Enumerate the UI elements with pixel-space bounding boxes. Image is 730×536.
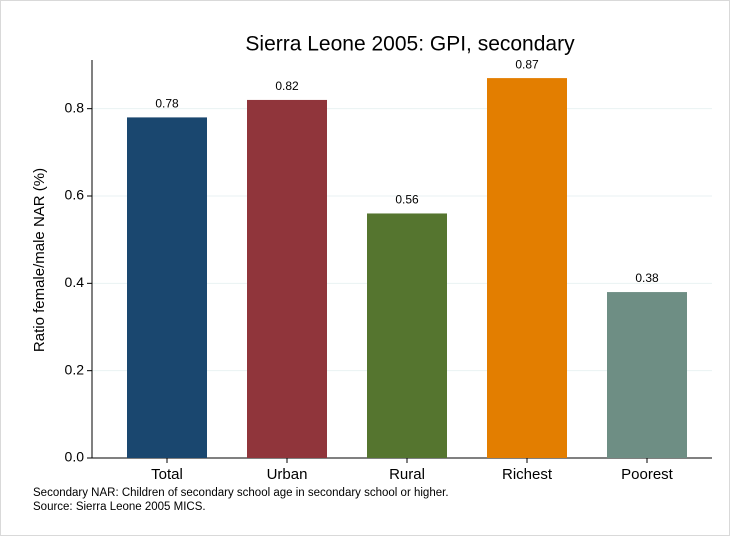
- x-tick-label: Total: [151, 466, 183, 483]
- value-label: 0.38: [635, 271, 659, 285]
- y-tick-label: 0.2: [65, 361, 85, 377]
- x-tick-label: Urban: [267, 466, 308, 483]
- bar: [247, 99, 327, 458]
- y-tick-label: 0.0: [65, 449, 85, 465]
- x-tick-label: Rural: [389, 466, 425, 483]
- y-axis-label: Ratio female/male NAR (%): [31, 168, 48, 352]
- x-tick-label: Richest: [502, 466, 553, 483]
- note: Secondary NAR: Children of secondary sch…: [33, 487, 449, 499]
- chart-title: Sierra Leone 2005: GPI, secondary: [245, 33, 575, 56]
- note: Source: Sierra Leone 2005 MICS.: [33, 501, 206, 513]
- bar: [607, 292, 687, 458]
- y-tick-label: 0.6: [65, 187, 85, 203]
- value-label: 0.56: [395, 193, 419, 207]
- value-label: 0.82: [275, 79, 299, 93]
- bar: [367, 213, 447, 458]
- value-label: 0.87: [515, 57, 539, 71]
- x-tick-label: Poorest: [621, 466, 674, 483]
- bar: [127, 117, 207, 459]
- bar: [487, 78, 567, 458]
- y-tick-label: 0.8: [65, 99, 85, 115]
- y-tick-label: 0.4: [65, 274, 85, 290]
- value-label: 0.78: [155, 97, 179, 111]
